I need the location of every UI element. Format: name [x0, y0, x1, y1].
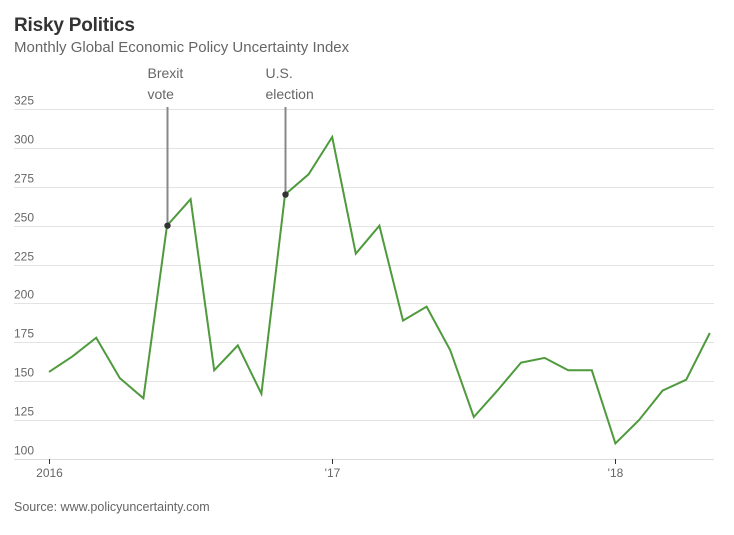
data-point — [401, 319, 405, 323]
data-point — [47, 370, 51, 374]
source-note: Source: www.policyuncertainty.com — [14, 500, 210, 514]
annotation-label: vote — [148, 86, 175, 102]
data-point — [684, 378, 688, 382]
data-point — [708, 331, 712, 335]
gridlines — [14, 109, 714, 460]
annotation-marker — [282, 191, 289, 198]
x-tick-label: 2016 — [36, 466, 63, 480]
data-point — [118, 376, 122, 380]
data-point — [377, 224, 381, 228]
data-point — [141, 396, 145, 400]
data-point — [307, 172, 311, 176]
data-point — [495, 389, 499, 393]
annotations: Brexit vote U.S. election — [148, 65, 314, 226]
series — [47, 134, 712, 446]
data-point — [330, 135, 334, 139]
data-point — [354, 252, 358, 256]
data-point — [566, 368, 570, 372]
annotation-marker — [164, 222, 171, 229]
x-axis-ticks: 2016 '17 '18 — [36, 459, 624, 480]
data-point — [661, 389, 665, 393]
data-point — [425, 305, 429, 309]
annotation-label: Brexit — [148, 65, 184, 81]
chart-subtitle: Monthly Global Economic Policy Uncertain… — [14, 39, 350, 56]
data-point — [613, 441, 617, 445]
y-tick-label: 300 — [14, 133, 34, 147]
y-tick-label: 150 — [14, 366, 34, 380]
data-point — [236, 343, 240, 347]
y-tick-label: 125 — [14, 405, 34, 419]
data-point — [472, 415, 476, 419]
chart-title: Risky Politics — [14, 15, 135, 36]
data-point — [71, 354, 75, 358]
data-point — [519, 361, 523, 365]
y-tick-label: 250 — [14, 211, 34, 225]
data-point — [637, 418, 641, 422]
data-point — [189, 197, 193, 201]
data-point — [543, 356, 547, 360]
data-point — [94, 336, 98, 340]
y-tick-label: 275 — [14, 172, 34, 186]
y-tick-label: 225 — [14, 250, 34, 264]
x-tick-label: '18 — [608, 466, 624, 480]
x-tick-label: '17 — [325, 466, 341, 480]
y-tick-label: 200 — [14, 288, 34, 302]
data-point — [448, 348, 452, 352]
y-tick-label: 100 — [14, 444, 34, 458]
y-tick-label: 325 — [14, 94, 34, 108]
annotation-label: U.S. — [266, 65, 293, 81]
series-line — [48, 134, 711, 446]
data-point — [590, 368, 594, 372]
y-axis-ticks: 100 125 150 175 200 225 250 275 300 325 — [14, 94, 34, 458]
data-point — [259, 392, 263, 396]
data-point — [212, 368, 216, 372]
annotation-label: election — [266, 86, 314, 102]
annotation-markers — [164, 191, 289, 229]
y-tick-label: 175 — [14, 327, 34, 341]
